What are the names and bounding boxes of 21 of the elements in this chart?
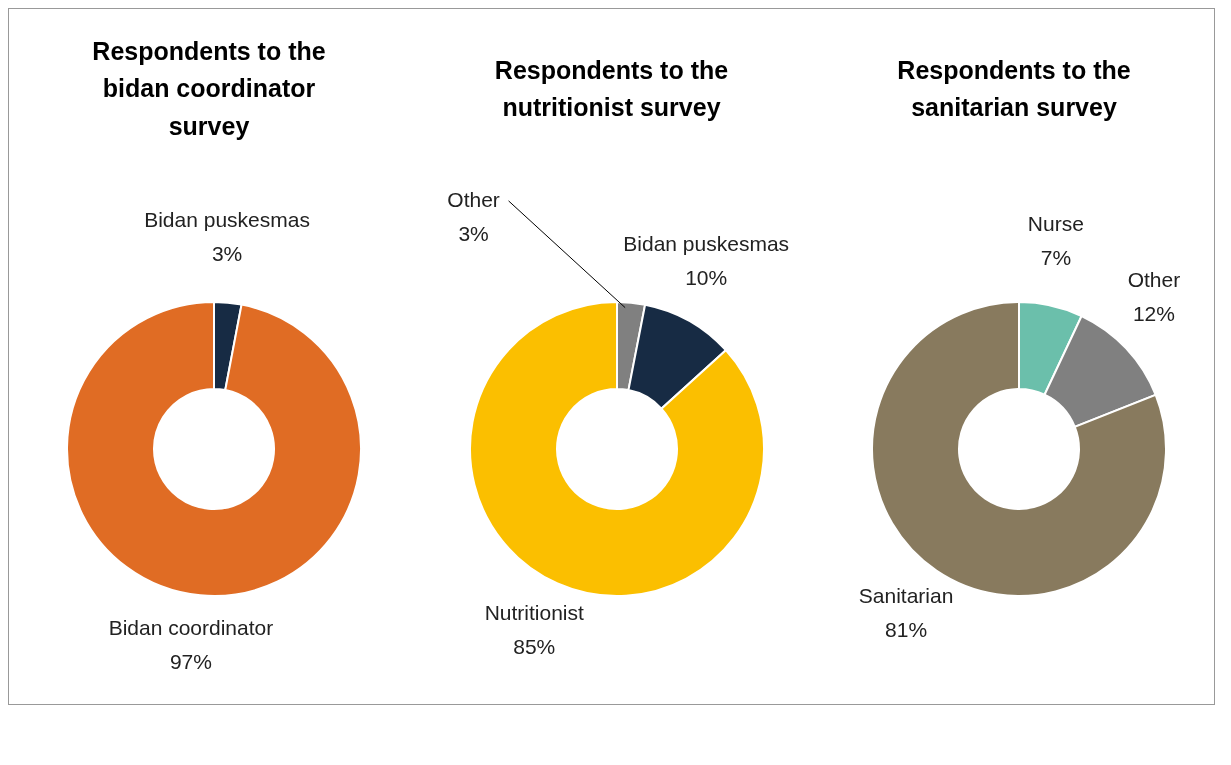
- donut-slice: [468, 301, 765, 597]
- chart-title: Respondents to the sanitarian survey: [896, 54, 1132, 123]
- slice-label: Sanitarian: [858, 583, 954, 607]
- data-label: 10%: [684, 265, 727, 289]
- slice-label: Bidan coordinator: [108, 616, 274, 640]
- chart-title: Respondents to the bidan coordinator survey: [91, 35, 327, 142]
- slice-label: Bidan puskesmas: [144, 207, 310, 231]
- donut-slice: [66, 301, 362, 597]
- slice-label: Other: [1127, 267, 1181, 291]
- slice-label: Nutritionist: [484, 600, 584, 624]
- data-label: 7%: [1040, 245, 1072, 269]
- data-label: 12%: [1132, 301, 1175, 325]
- chart-title: Respondents to the nutritionist survey: [493, 54, 730, 123]
- data-label: 3%: [457, 221, 489, 245]
- slice-label: Bidan puskesmas: [622, 231, 789, 255]
- data-label: 3%: [211, 241, 243, 265]
- data-label: 85%: [512, 634, 555, 658]
- slice-label: Nurse: [1027, 211, 1084, 235]
- data-label: 81%: [885, 617, 928, 641]
- data-label: 97%: [169, 650, 212, 674]
- slice-label: Other: [446, 187, 500, 211]
